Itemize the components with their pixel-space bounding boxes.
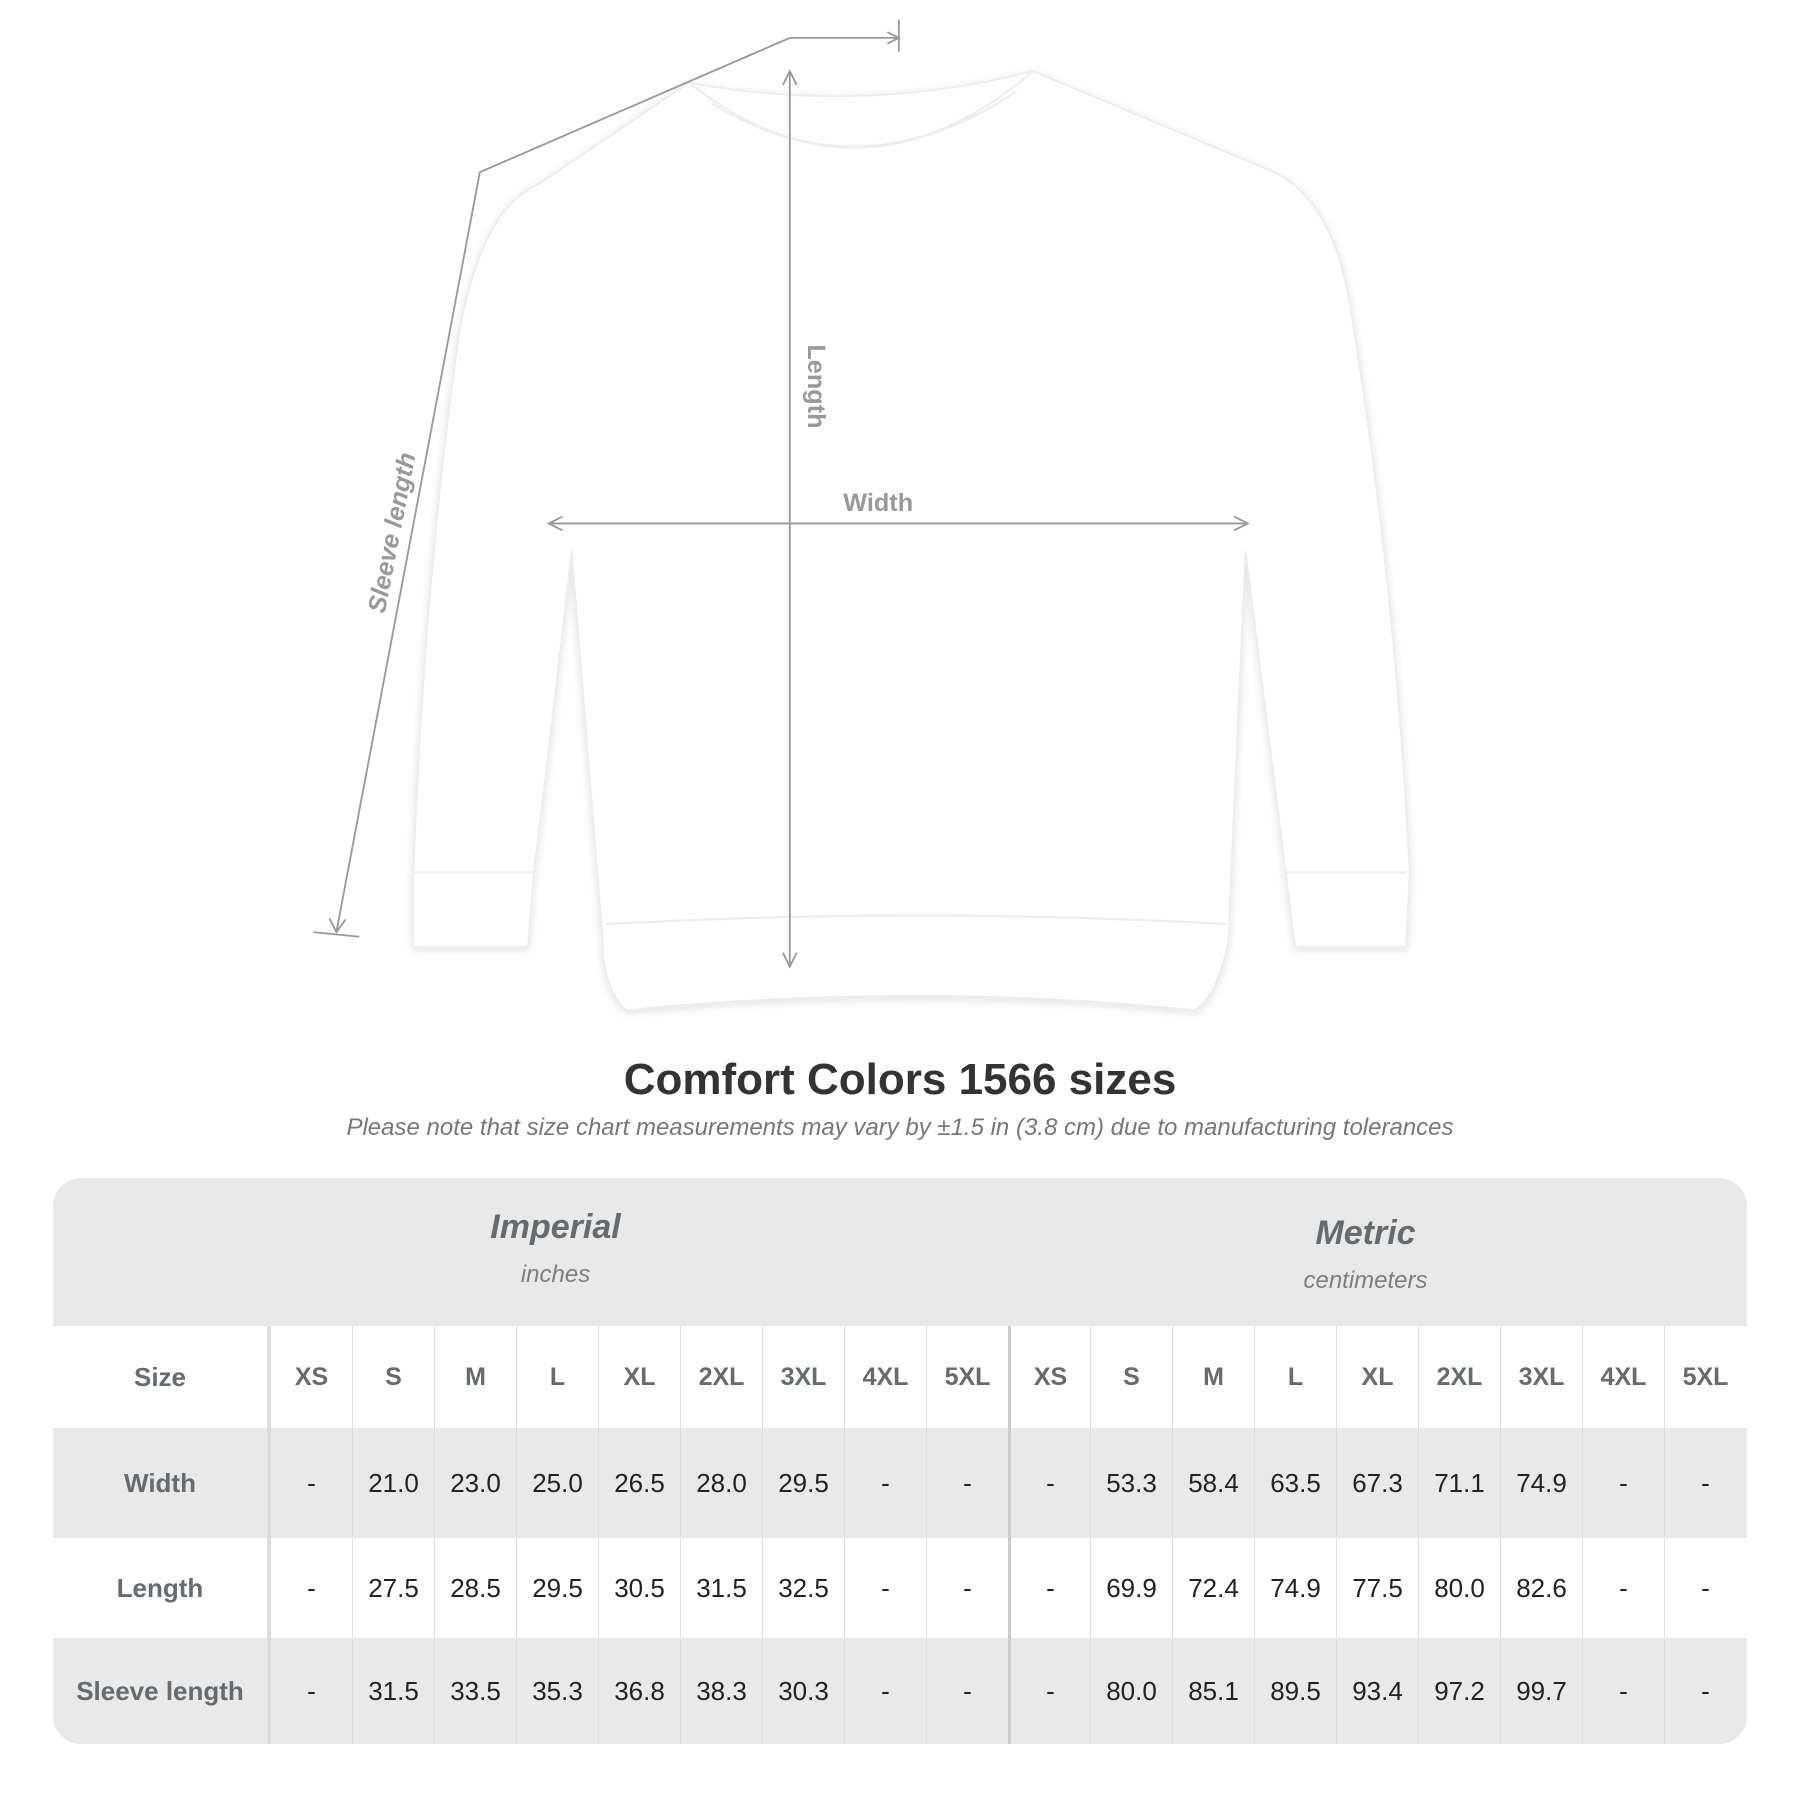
imperial-size-header: XL bbox=[598, 1326, 680, 1428]
imperial-value: 28.5 bbox=[434, 1538, 516, 1638]
sleeve-length-label: Sleeve length bbox=[363, 450, 422, 615]
imperial-title: Imperial bbox=[490, 1208, 621, 1246]
page-title: Comfort Colors 1566 sizes bbox=[623, 1055, 1177, 1104]
size-label: Size bbox=[53, 1326, 270, 1428]
imperial-value: - bbox=[844, 1538, 926, 1638]
row-label: Sleeve length bbox=[53, 1638, 270, 1744]
row-label: Width bbox=[53, 1428, 270, 1538]
metric-size-header: 4XL bbox=[1582, 1326, 1664, 1428]
width-label: Width bbox=[843, 489, 913, 517]
imperial-size-header: S bbox=[352, 1326, 434, 1428]
imperial-size-header: L bbox=[516, 1326, 598, 1428]
length-label: Length bbox=[802, 344, 830, 428]
metric-value: - bbox=[1008, 1638, 1090, 1744]
imperial-value: 35.3 bbox=[516, 1638, 598, 1744]
imperial-value: 31.5 bbox=[680, 1538, 762, 1638]
table-row: Sleeve length -31.5 33.5 35.3 36.8 38.3 30.3- -… bbox=[53, 1638, 1747, 1744]
metric-value: 69.9 bbox=[1090, 1538, 1172, 1638]
metric-size-header: L bbox=[1254, 1326, 1336, 1428]
imperial-value: 29.5 bbox=[762, 1428, 844, 1538]
size-table: Imperial inches Metric centimeters Size X… bbox=[53, 1178, 1747, 1744]
metric-value: 53.3 bbox=[1090, 1428, 1172, 1538]
imperial-value: 29.5 bbox=[516, 1538, 598, 1638]
imperial-value: 38.3 bbox=[680, 1638, 762, 1744]
imperial-size-header: M bbox=[434, 1326, 516, 1428]
imperial-value: 33.5 bbox=[434, 1638, 516, 1744]
metric-value: 93.4 bbox=[1336, 1638, 1418, 1744]
imperial-value: - bbox=[270, 1638, 352, 1744]
imperial-size-header: 5XL bbox=[926, 1326, 1008, 1428]
metric-value: - bbox=[1008, 1538, 1090, 1638]
metric-value: 97.2 bbox=[1418, 1638, 1500, 1744]
metric-value: 85.1 bbox=[1172, 1638, 1254, 1744]
metric-value: 67.3 bbox=[1336, 1428, 1418, 1538]
imperial-value: 30.3 bbox=[762, 1638, 844, 1744]
row-label: Length bbox=[53, 1538, 270, 1638]
metric-value: - bbox=[1664, 1638, 1746, 1744]
metric-value: 99.7 bbox=[1500, 1638, 1582, 1744]
imperial-value: 27.5 bbox=[352, 1538, 434, 1638]
table-row: Length -27.5 28.5 29.5 30.5 31.5 32.5- - -69.9 72… bbox=[53, 1538, 1747, 1638]
metric-size-header: 2XL bbox=[1418, 1326, 1500, 1428]
imperial-size-header: 2XL bbox=[680, 1326, 762, 1428]
length-arrow bbox=[782, 69, 798, 969]
sleeve-length-arrow bbox=[313, 19, 901, 938]
metric-value: 71.1 bbox=[1418, 1428, 1500, 1538]
imperial-header: Imperial inches bbox=[323, 1208, 788, 1289]
metric-value: 58.4 bbox=[1172, 1428, 1254, 1538]
sweatshirt-image bbox=[412, 70, 1411, 1012]
metric-value: - bbox=[1664, 1428, 1746, 1538]
metric-value: 80.0 bbox=[1418, 1538, 1500, 1638]
metric-value: 63.5 bbox=[1254, 1428, 1336, 1538]
width-arrow bbox=[546, 515, 1250, 532]
imperial-value: 32.5 bbox=[762, 1538, 844, 1638]
metric-value: - bbox=[1582, 1638, 1664, 1744]
imperial-value: - bbox=[844, 1638, 926, 1744]
imperial-size-header: XS bbox=[270, 1326, 352, 1428]
imperial-value: 28.0 bbox=[680, 1428, 762, 1538]
metric-value: 74.9 bbox=[1254, 1538, 1336, 1638]
imperial-size-header: 3XL bbox=[762, 1326, 844, 1428]
metric-value: 74.9 bbox=[1500, 1428, 1582, 1538]
imperial-value: 30.5 bbox=[598, 1538, 680, 1638]
metric-size-header: 5XL bbox=[1664, 1326, 1746, 1428]
imperial-value: - bbox=[270, 1538, 352, 1638]
metric-value: 80.0 bbox=[1090, 1638, 1172, 1744]
imperial-value: - bbox=[844, 1428, 926, 1538]
metric-value: - bbox=[1582, 1428, 1664, 1538]
metric-value: - bbox=[1008, 1428, 1090, 1538]
metric-size-header: M bbox=[1172, 1326, 1254, 1428]
imperial-value: 31.5 bbox=[352, 1638, 434, 1744]
imperial-value: - bbox=[926, 1428, 1008, 1538]
imperial-value: - bbox=[926, 1638, 1008, 1744]
imperial-unit: inches bbox=[520, 1261, 591, 1288]
imperial-value: 21.0 bbox=[352, 1428, 434, 1538]
size-header-row: Size XS S M L XL 2XL 3XL 4XL 5XL XS S M L XL 2XL 3XL 4XL 5… bbox=[53, 1326, 1747, 1428]
table-row: Width -21.0 23.0 25.0 26.5 28.0 29.5- - -53.3 58.… bbox=[53, 1428, 1747, 1538]
metric-size-header: XS bbox=[1008, 1326, 1090, 1428]
imperial-size-header: 4XL bbox=[844, 1326, 926, 1428]
imperial-value: - bbox=[926, 1538, 1008, 1638]
imperial-value: 36.8 bbox=[598, 1638, 680, 1744]
metric-value: 82.6 bbox=[1500, 1538, 1582, 1638]
metric-size-header: S bbox=[1090, 1326, 1172, 1428]
metric-value: - bbox=[1664, 1538, 1746, 1638]
unit-header: Imperial inches Metric centimeters bbox=[53, 1178, 1747, 1326]
tolerance-note: Please note that size chart measurements… bbox=[346, 1114, 1454, 1141]
metric-size-header: 3XL bbox=[1500, 1326, 1582, 1428]
imperial-value: - bbox=[270, 1428, 352, 1538]
metric-size-header: XL bbox=[1336, 1326, 1418, 1428]
metric-value: - bbox=[1582, 1538, 1664, 1638]
imperial-value: 23.0 bbox=[434, 1428, 516, 1538]
metric-value: 77.5 bbox=[1336, 1538, 1418, 1638]
metric-value: 72.4 bbox=[1172, 1538, 1254, 1638]
imperial-value: 25.0 bbox=[516, 1428, 598, 1538]
metric-value: 89.5 bbox=[1254, 1638, 1336, 1744]
metric-title: Metric bbox=[1315, 1214, 1416, 1252]
imperial-value: 26.5 bbox=[598, 1428, 680, 1538]
metric-unit: centimeters bbox=[1303, 1267, 1428, 1294]
metric-header: Metric centimeters bbox=[1133, 1214, 1598, 1295]
